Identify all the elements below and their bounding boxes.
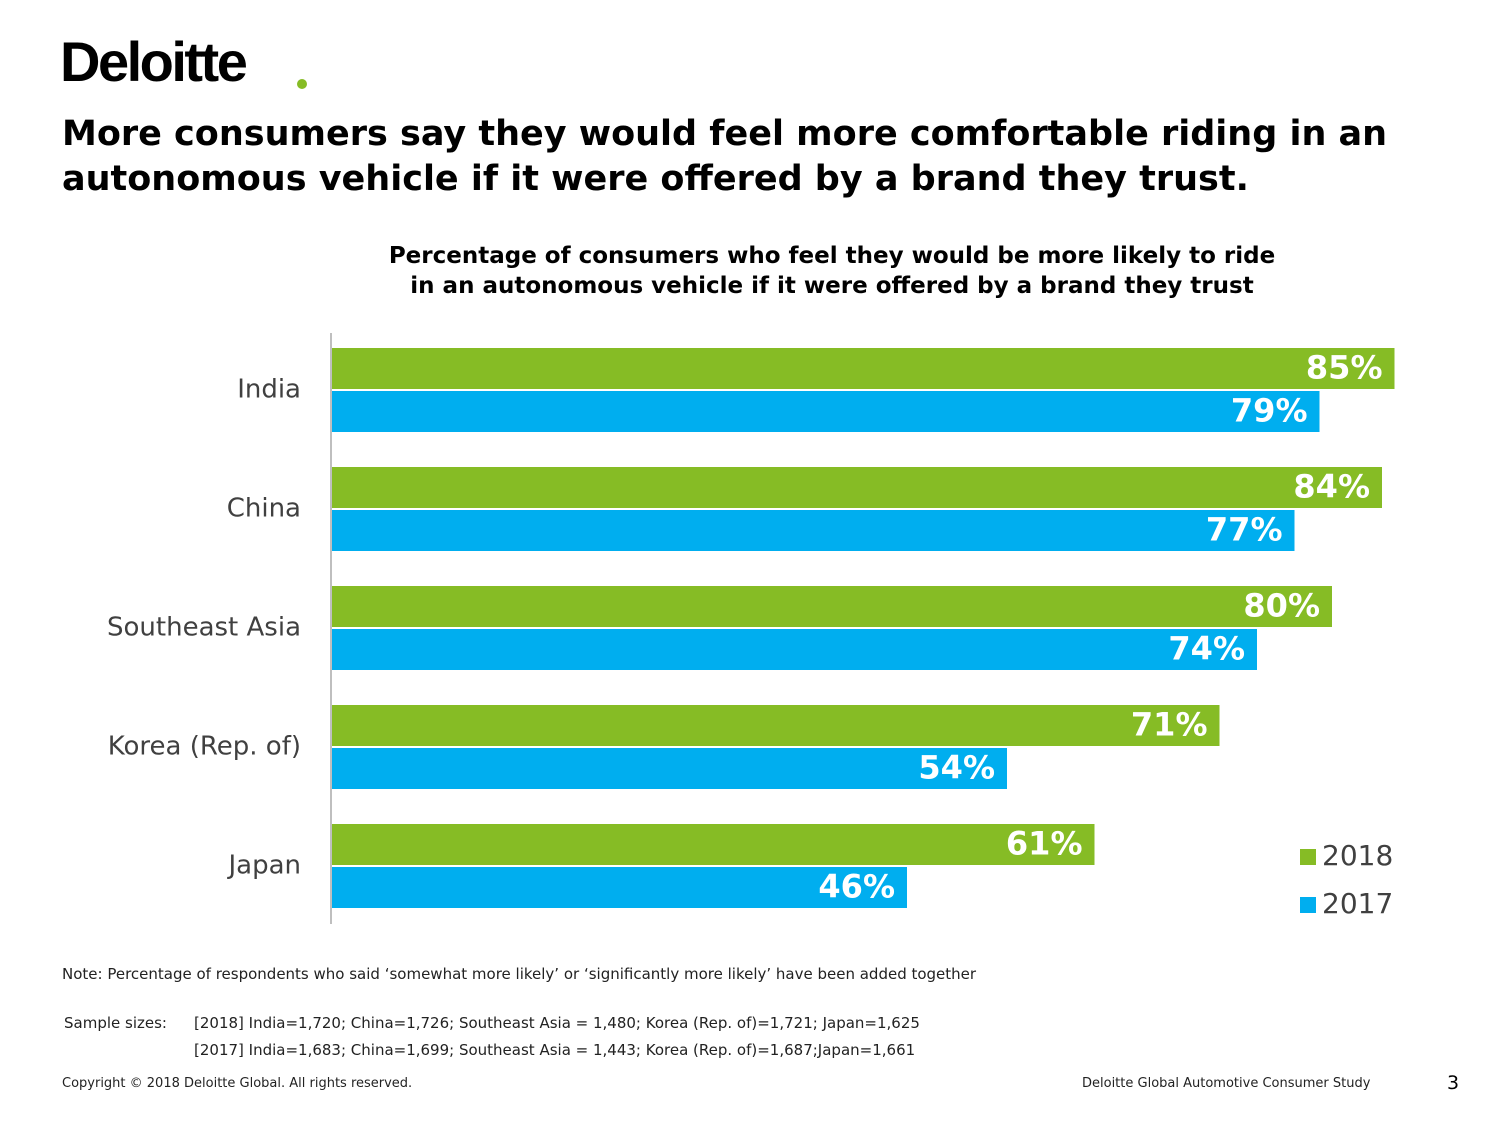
- data-label-2018-india: 85%: [1306, 349, 1383, 387]
- legend-label-2017: 2017: [1322, 887, 1393, 920]
- data-label-2017-southeast-asia: 74%: [1168, 630, 1245, 668]
- bar-2018-china: [332, 467, 1382, 508]
- data-label-2017-china: 77%: [1206, 511, 1283, 549]
- category-label-southeast-asia: Southeast Asia: [107, 613, 301, 643]
- page-number: 3: [1447, 1072, 1460, 1094]
- chart-note: Note: Percentage of respondents who said…: [62, 965, 977, 983]
- data-label-2018-korea-rep-of: 71%: [1131, 706, 1208, 744]
- data-label-2017-japan: 46%: [818, 868, 895, 906]
- data-label-2018-southeast-asia: 80%: [1243, 587, 1320, 625]
- copyright-text: Copyright © 2018 Deloitte Global. All ri…: [62, 1076, 413, 1091]
- legend-swatch-2018: [1300, 849, 1316, 865]
- bar-2018-japan: [332, 824, 1095, 865]
- bar-2018-india: [332, 348, 1395, 389]
- bar-2018-southeast-asia: [332, 586, 1332, 627]
- sample-sizes-2017: [2017] India=1,683; China=1,699; Southea…: [194, 1041, 916, 1059]
- data-label-2017-india: 79%: [1231, 392, 1308, 430]
- chart-title-line-2: in an autonomous vehicle if it were offe…: [410, 273, 1254, 299]
- bar-2017-southeast-asia: [332, 629, 1257, 670]
- category-label-china: China: [227, 494, 301, 524]
- data-label-2017-korea-rep-of: 54%: [918, 749, 995, 787]
- bar-2017-japan: [332, 867, 907, 908]
- category-label-japan: Japan: [226, 851, 301, 881]
- study-name: Deloitte Global Automotive Consumer Stud…: [1082, 1076, 1371, 1091]
- deloitte-logo: Deloitte: [60, 30, 248, 93]
- category-label-india: India: [237, 375, 301, 405]
- sample-sizes-label: Sample sizes:: [64, 1014, 167, 1032]
- data-label-2018-china: 84%: [1293, 468, 1370, 506]
- bar-2018-korea-rep-of: [332, 705, 1220, 746]
- page-headline: More consumers say they would feel more …: [62, 114, 1388, 199]
- chart-title: Percentage of consumers who feel they wo…: [332, 241, 1332, 301]
- bar-2017-china: [332, 510, 1295, 551]
- logo-dot-icon: [297, 79, 307, 89]
- data-label-2018-japan: 61%: [1006, 825, 1083, 863]
- chart-title-line-1: Percentage of consumers who feel they wo…: [388, 243, 1276, 269]
- bar-2017-india: [332, 391, 1320, 432]
- legend-swatch-2017: [1300, 897, 1316, 913]
- bar-2017-korea-rep-of: [332, 748, 1007, 789]
- category-label-korea-rep-of: Korea (Rep. of): [108, 732, 301, 762]
- legend-label-2018: 2018: [1322, 839, 1393, 872]
- sample-sizes-2018: [2018] India=1,720; China=1,726; Southea…: [194, 1014, 920, 1032]
